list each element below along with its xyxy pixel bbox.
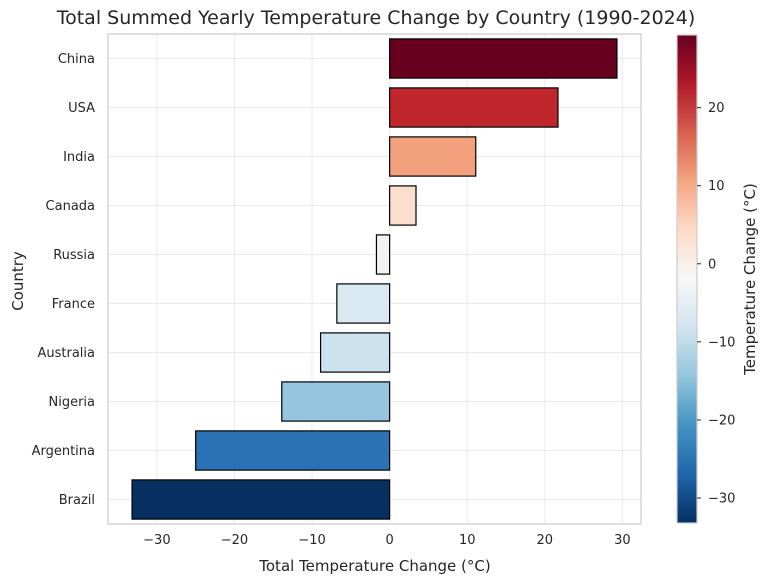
plot-frame <box>107 33 642 525</box>
bar-russia <box>375 234 391 275</box>
category-label: Nigeria <box>48 395 95 410</box>
bar-canada <box>389 185 417 226</box>
colorbar-tick-label: 10 <box>708 179 725 194</box>
colorbar-tick-label: 20 <box>708 101 725 116</box>
bar-nigeria <box>281 381 391 422</box>
bar-france <box>336 283 391 324</box>
bar-india <box>389 136 477 177</box>
category-label: China <box>58 52 95 67</box>
colorbar: 20 10 0 −10 −20 −30 <box>676 34 735 524</box>
colorbar-tick-label: 0 <box>708 257 716 272</box>
x-tick-label: 30 <box>614 533 631 548</box>
category-label: Argentina <box>32 444 95 459</box>
x-tick-label: −20 <box>221 533 248 548</box>
x-tick-label: 0 <box>385 533 393 548</box>
bar-brazil <box>131 479 391 520</box>
category-label: India <box>63 150 95 165</box>
category-label: France <box>52 297 95 312</box>
category-label: Canada <box>46 199 95 214</box>
category-label: USA <box>68 101 95 116</box>
colorbar-tick-label: −20 <box>708 413 735 428</box>
y-axis-label: Country <box>9 251 27 311</box>
bar-usa <box>389 87 559 128</box>
x-tick-label: 10 <box>459 533 476 548</box>
x-tick-label: 20 <box>537 533 554 548</box>
colorbar-tick-label: −10 <box>708 335 735 350</box>
plot-area: −30 −20 −10 0 10 20 30 China USA India Canada Russi… <box>32 33 642 548</box>
x-axis-label: Total Temperature Change (°C) <box>258 557 490 575</box>
x-tick-label: −30 <box>143 533 170 548</box>
x-tick-label: −10 <box>298 533 325 548</box>
category-label: Brazil <box>59 493 95 508</box>
category-label: Russia <box>53 248 95 263</box>
bar-argentina <box>195 430 391 471</box>
chart-title: Total Summed Yearly Temperature Change b… <box>56 7 696 29</box>
colorbar-gradient-bar <box>676 34 698 524</box>
bar-china <box>389 38 618 79</box>
colorbar-label: Temperature Change (°C) <box>741 183 759 376</box>
category-label: Australia <box>37 346 95 361</box>
colorbar-tick-label: −30 <box>708 492 735 507</box>
bar-australia <box>319 332 391 373</box>
